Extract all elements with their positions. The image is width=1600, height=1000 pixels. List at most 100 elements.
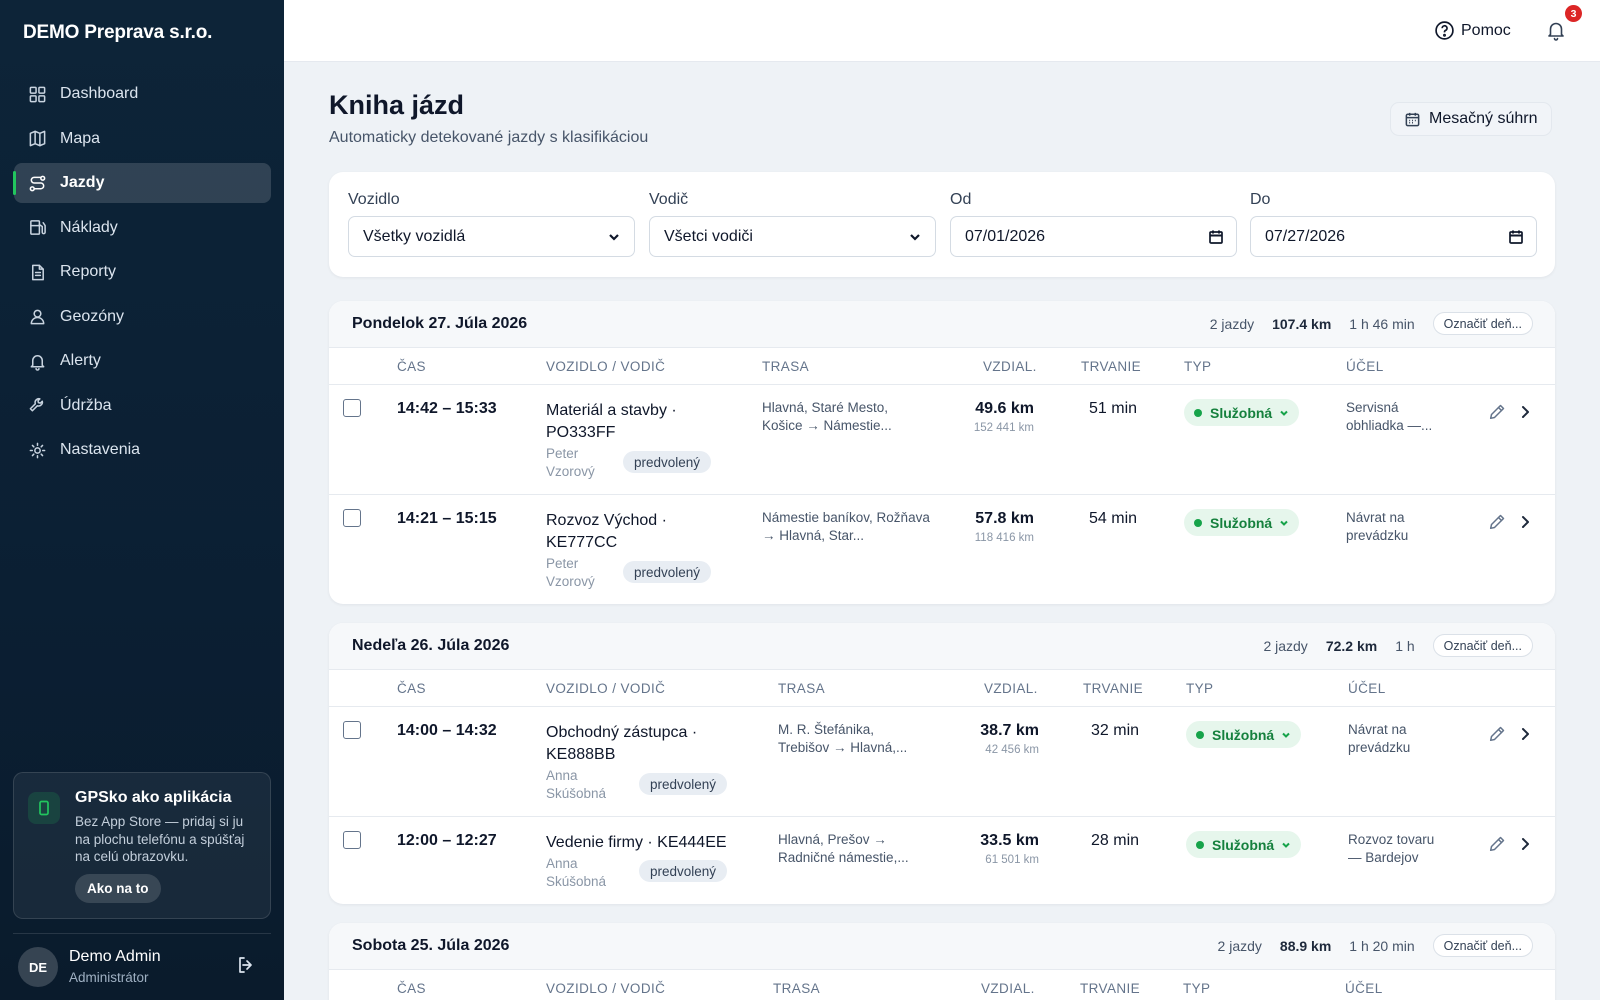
trip-driver: Peter Vzorový bbox=[546, 556, 595, 589]
help-icon bbox=[1435, 21, 1454, 40]
chevron-down-icon bbox=[1280, 520, 1288, 526]
default-driver-badge: predvolený bbox=[623, 451, 712, 473]
col-type: TYP bbox=[1186, 681, 1214, 696]
status-dot bbox=[1196, 730, 1204, 739]
row-checkbox[interactable] bbox=[343, 509, 361, 527]
edit-icon[interactable] bbox=[1488, 835, 1508, 855]
chevron-down-icon bbox=[1282, 732, 1290, 738]
sidebar-item-reporty[interactable]: Reporty bbox=[14, 252, 271, 292]
col-duration: TRVANIE bbox=[1083, 681, 1144, 696]
date-from-value: 07/01/2026 bbox=[965, 227, 1046, 245]
chevron-right-icon[interactable] bbox=[1518, 404, 1534, 422]
table-row[interactable]: 14:21 – 15:15 Rozvoz Východ · KE777CC Pe… bbox=[329, 495, 1555, 604]
trip-type-select[interactable]: Služobná bbox=[1184, 399, 1300, 426]
sidebar-item-mapa[interactable]: Mapa bbox=[14, 119, 271, 159]
day-trip-count: 2 jazdy bbox=[1217, 937, 1262, 954]
chevron-right-icon[interactable] bbox=[1518, 726, 1534, 744]
trip-distance: 38.7 km 42 456 km bbox=[939, 722, 1039, 756]
date-from-input[interactable]: 07/01/2026 bbox=[950, 216, 1237, 257]
col-distance: VZDIAL. bbox=[984, 681, 1038, 696]
geofence-icon bbox=[27, 307, 47, 327]
trip-type-select[interactable]: Služobná bbox=[1184, 509, 1300, 536]
sidebar-nav: Dashboard Mapa Jazdy Náklady Reporty Geo… bbox=[13, 74, 271, 475]
edit-icon[interactable] bbox=[1488, 725, 1508, 745]
sidebar-item-geozony[interactable]: Geozóny bbox=[14, 297, 271, 337]
trip-vehicle: Materiál a stavby · PO333FF bbox=[546, 402, 677, 441]
sidebar-item-jazdy[interactable]: Jazdy bbox=[13, 163, 271, 203]
page-title: Kniha jázd bbox=[329, 90, 465, 120]
calendar-icon[interactable] bbox=[1208, 229, 1224, 245]
monthly-summary-button[interactable]: Mesačný súhrn bbox=[1390, 102, 1552, 136]
day-stats: 2 jazdy 72.2 km 1 h Označiť deň... bbox=[1263, 634, 1533, 657]
help-label: Pomoc bbox=[1461, 21, 1511, 39]
user-role: Administrátor bbox=[69, 970, 149, 985]
status-dot bbox=[1196, 840, 1204, 849]
logout-icon[interactable] bbox=[236, 955, 260, 979]
status-dot bbox=[1194, 408, 1202, 417]
col-route: TRASA bbox=[778, 681, 826, 696]
how-to-button[interactable]: Ako na to bbox=[75, 874, 161, 903]
table-row[interactable]: 12:00 – 12:27 Vedenie firmy · KE444EE An… bbox=[329, 817, 1555, 903]
trip-distance-value: 57.8 km bbox=[975, 510, 1034, 527]
sidebar-item-label: Jazdy bbox=[60, 174, 105, 191]
col-duration: TRVANIE bbox=[1080, 981, 1141, 996]
date-to-input[interactable]: 07/27/2026 bbox=[1250, 216, 1537, 257]
sidebar-item-naklady[interactable]: Náklady bbox=[14, 208, 271, 248]
trip-driver: Anna Skúšobná bbox=[546, 856, 607, 889]
avatar[interactable]: DE bbox=[18, 947, 58, 987]
trip-time: 14:21 – 15:15 bbox=[397, 510, 497, 527]
table-row[interactable]: 14:00 – 14:32 Obchodný zástupca · KE888B… bbox=[329, 707, 1555, 817]
row-checkbox[interactable] bbox=[343, 399, 361, 417]
driver-filter: Vodič Všetci vodiči bbox=[649, 191, 936, 257]
col-vehicle-driver: VOZIDLO / VODIČ bbox=[546, 981, 666, 996]
trip-time: 12:00 – 12:27 bbox=[397, 832, 497, 849]
trip-type-select[interactable]: Služobná bbox=[1186, 831, 1302, 858]
day-stats: 2 jazdy 88.9 km 1 h 20 min Označiť deň..… bbox=[1218, 934, 1533, 957]
vehicle-select[interactable]: Všetky vozidlá bbox=[348, 216, 635, 257]
col-type: TYP bbox=[1183, 981, 1211, 996]
chevron-right-icon[interactable] bbox=[1518, 514, 1534, 532]
day-title: Sobota 25. Júla 2026 bbox=[352, 937, 510, 954]
vehicle-filter: Vozidlo Všetky vozidlá bbox=[348, 191, 635, 257]
trip-type-select[interactable]: Služobná bbox=[1186, 721, 1302, 748]
mark-day-button[interactable]: Označiť deň... bbox=[1432, 634, 1533, 657]
help-button[interactable]: Pomoc bbox=[1434, 20, 1511, 41]
edit-icon[interactable] bbox=[1488, 513, 1508, 533]
trip-driver: Peter Vzorový bbox=[546, 446, 595, 479]
vehicle-select-value: Všetky vozidlá bbox=[363, 227, 466, 245]
trip-route: Námestie baníkov, Rožňava → Hlavná, Star… bbox=[762, 510, 930, 543]
sidebar-item-udrzba[interactable]: Údržba bbox=[14, 386, 271, 426]
trip-distance-value: 33.5 km bbox=[980, 832, 1039, 849]
chevron-right-icon[interactable] bbox=[1518, 836, 1534, 854]
driver-select-value: Všetci vodiči bbox=[664, 227, 753, 245]
sidebar-item-label: Reporty bbox=[60, 263, 117, 280]
status-dot bbox=[1194, 518, 1202, 527]
page-subtitle: Automaticky detekované jazdy s klasifiká… bbox=[329, 129, 649, 146]
row-checkbox[interactable] bbox=[343, 831, 361, 849]
mark-day-button[interactable]: Označiť deň... bbox=[1432, 312, 1533, 335]
filters-panel: Vozidlo Všetky vozidlá Vodič Všetci vodi… bbox=[329, 172, 1555, 277]
sidebar: DEMO Preprava s.r.o. Dashboard Mapa Jazd… bbox=[0, 0, 284, 1000]
trip-route: M. R. Štefánika, Trebišov → Hlavná,... bbox=[778, 722, 908, 755]
notifications-bell-icon[interactable] bbox=[1545, 19, 1569, 43]
chevron-down-icon bbox=[1280, 410, 1288, 416]
table-row[interactable]: 14:42 – 15:33 Materiál a stavby · PO333F… bbox=[329, 385, 1555, 495]
sidebar-item-alerty[interactable]: Alerty bbox=[14, 341, 271, 381]
calendar-icon[interactable] bbox=[1508, 229, 1524, 245]
monthly-summary-label: Mesačný súhrn bbox=[1429, 110, 1538, 127]
row-checkbox[interactable] bbox=[343, 721, 361, 739]
gear-icon bbox=[27, 440, 47, 460]
sidebar-item-label: Dashboard bbox=[60, 85, 139, 102]
edit-icon[interactable] bbox=[1488, 403, 1508, 423]
sidebar-item-nastavenia[interactable]: Nastavenia bbox=[14, 430, 271, 470]
fuel-icon bbox=[27, 218, 47, 238]
chevron-down-icon bbox=[1282, 842, 1290, 848]
mark-day-button[interactable]: Označiť deň... bbox=[1432, 934, 1533, 957]
trip-driver: Anna Skúšobná bbox=[546, 768, 607, 801]
day-total-duration: 1 h 20 min bbox=[1349, 937, 1415, 954]
day-header: Sobota 25. Júla 2026 2 jazdy 88.9 km 1 h… bbox=[329, 923, 1555, 970]
trip-odometer: 61 501 km bbox=[985, 854, 1039, 866]
driver-select[interactable]: Všetci vodiči bbox=[649, 216, 936, 257]
sidebar-item-dashboard[interactable]: Dashboard bbox=[14, 74, 271, 114]
default-driver-badge: predvolený bbox=[639, 860, 728, 882]
